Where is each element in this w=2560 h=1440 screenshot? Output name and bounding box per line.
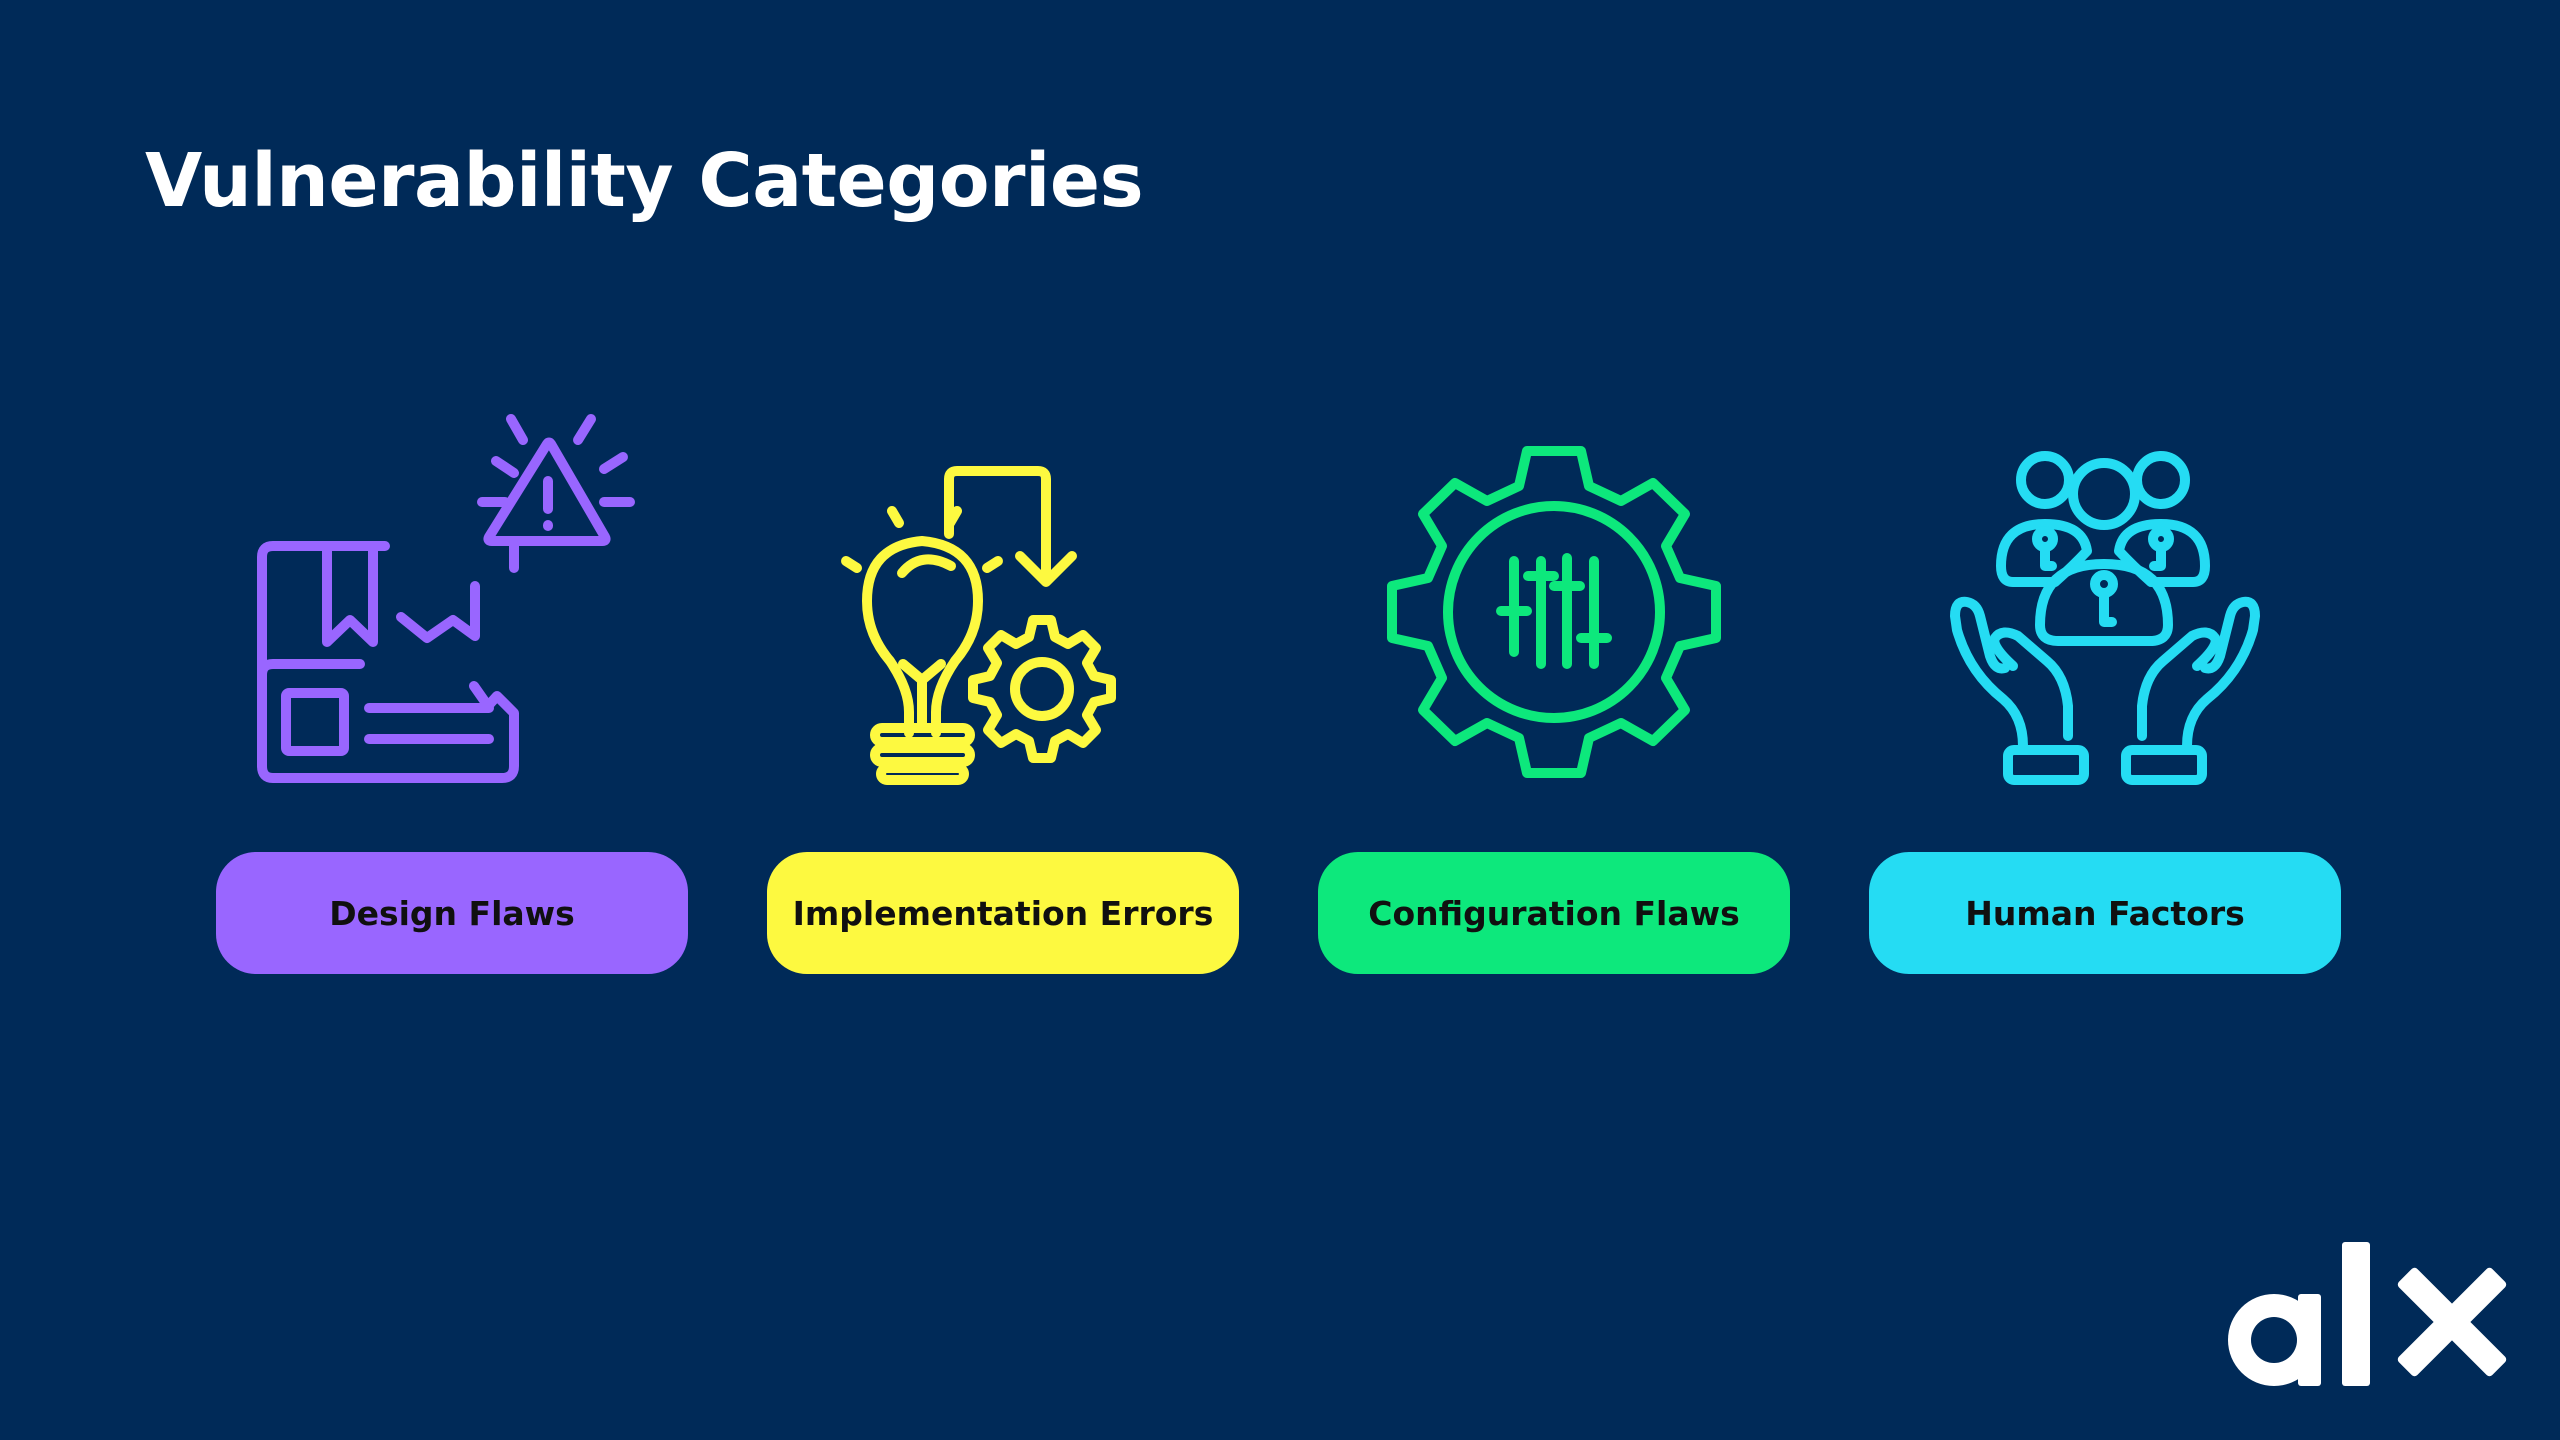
hands-people-icon: [1895, 406, 2315, 786]
alx-logo: [2228, 1238, 2520, 1388]
implementation-errors-label: Implementation Errors: [767, 852, 1239, 974]
damaged-box-alert-icon: [242, 406, 662, 786]
gear-sliders-icon: [1344, 406, 1764, 786]
human-factors-label: Human Factors: [1869, 852, 2341, 974]
page-title: Vulnerability Categories: [145, 138, 1144, 224]
configuration-flaws-label: Configuration Flaws: [1318, 852, 1790, 974]
design-flaws-label: Design Flaws: [216, 852, 688, 974]
lightbulb-gear-icon: [793, 406, 1213, 786]
